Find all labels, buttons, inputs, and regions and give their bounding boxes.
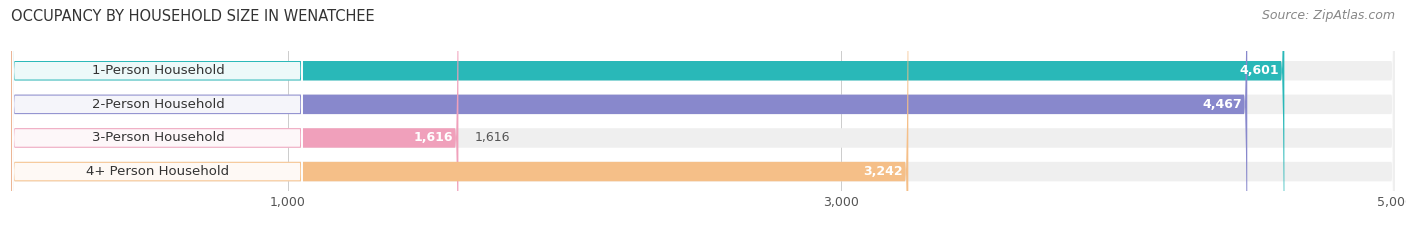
Text: 3,242: 3,242 xyxy=(863,165,903,178)
FancyBboxPatch shape xyxy=(11,0,458,233)
FancyBboxPatch shape xyxy=(11,0,1395,233)
Text: 4,467: 4,467 xyxy=(1202,98,1241,111)
FancyBboxPatch shape xyxy=(13,0,302,233)
Text: 3-Person Household: 3-Person Household xyxy=(91,131,225,144)
FancyBboxPatch shape xyxy=(11,0,908,233)
FancyBboxPatch shape xyxy=(11,0,1395,233)
FancyBboxPatch shape xyxy=(11,0,1395,233)
FancyBboxPatch shape xyxy=(11,0,1247,233)
Text: 4,601: 4,601 xyxy=(1239,64,1279,77)
Text: 2-Person Household: 2-Person Household xyxy=(91,98,225,111)
Text: 1,616: 1,616 xyxy=(413,131,453,144)
FancyBboxPatch shape xyxy=(13,0,302,233)
Text: OCCUPANCY BY HOUSEHOLD SIZE IN WENATCHEE: OCCUPANCY BY HOUSEHOLD SIZE IN WENATCHEE xyxy=(11,9,375,24)
Text: 4+ Person Household: 4+ Person Household xyxy=(86,165,229,178)
FancyBboxPatch shape xyxy=(11,0,1395,233)
FancyBboxPatch shape xyxy=(11,0,1284,233)
Text: 1-Person Household: 1-Person Household xyxy=(91,64,225,77)
Text: 1,616: 1,616 xyxy=(475,131,510,144)
FancyBboxPatch shape xyxy=(13,0,302,233)
FancyBboxPatch shape xyxy=(13,0,302,233)
Text: Source: ZipAtlas.com: Source: ZipAtlas.com xyxy=(1261,9,1395,22)
